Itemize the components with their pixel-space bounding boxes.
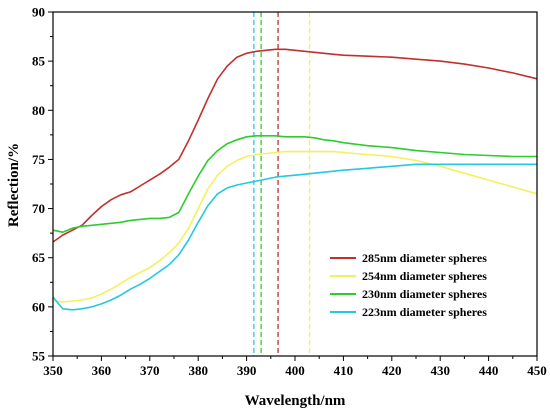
y-tick-label-5: 80 <box>32 103 45 118</box>
x-tick-label-2: 370 <box>140 363 160 378</box>
x-tick-label-0: 350 <box>43 363 63 378</box>
y-tick-label-6: 85 <box>32 54 46 69</box>
x-tick-label-9: 440 <box>479 363 499 378</box>
x-tick-label-5: 400 <box>285 363 305 378</box>
x-tick-label-4: 390 <box>237 363 257 378</box>
legend-label-2: 230nm diameter spheres <box>362 287 487 301</box>
x-axis-title: Wavelength/nm <box>245 393 346 409</box>
y-tick-label-1: 60 <box>32 299 45 314</box>
series-line-3 <box>52 163 537 311</box>
x-axis-ticks: 350 360 370 380 390 400 410 420 430 440 450 <box>43 356 547 378</box>
y-axis-title: Reflection/% <box>6 143 22 227</box>
x-tick-label-3: 380 <box>188 363 208 378</box>
series-line-0 <box>52 48 538 243</box>
y-axis-ticks: 55 60 65 70 75 80 85 90 <box>32 5 53 364</box>
series-line-1 <box>52 150 538 303</box>
legend-label-3: 223nm diameter spheres <box>362 305 487 319</box>
series-lines <box>52 48 538 311</box>
x-tick-label-7: 420 <box>382 363 402 378</box>
y-tick-label-7: 90 <box>32 5 45 20</box>
x-tick-label-8: 430 <box>430 363 450 378</box>
vertical-markers <box>253 12 311 356</box>
x-tick-label-6: 410 <box>334 363 354 378</box>
legend-label-0: 285nm diameter spheres <box>362 251 487 265</box>
y-tick-label-2: 65 <box>32 250 46 265</box>
y-tick-label-3: 70 <box>32 201 45 216</box>
legend: 285nm diameter spheres 254nm diameter sph… <box>330 251 487 319</box>
x-tick-label-10: 450 <box>527 363 547 378</box>
y-tick-label-0: 55 <box>32 349 46 364</box>
series-line-2 <box>52 135 537 233</box>
y-tick-label-4: 75 <box>32 152 46 167</box>
legend-label-1: 254nm diameter spheres <box>362 269 487 283</box>
x-tick-label-1: 360 <box>92 363 112 378</box>
